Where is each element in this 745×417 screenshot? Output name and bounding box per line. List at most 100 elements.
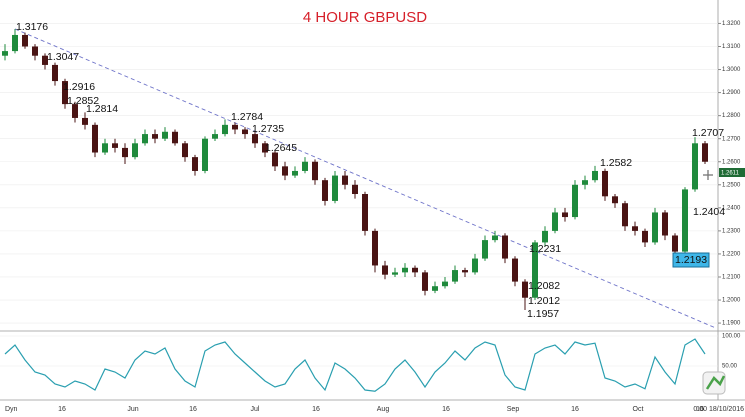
price-tag [719,168,745,177]
annotation: 1.2916 [63,81,95,93]
candle-body [592,170,598,181]
trendline [14,28,716,329]
candle-body [82,117,88,125]
candle-body [272,152,278,167]
y-tick-label: 1.2900 [722,90,741,96]
candle-body [492,235,498,241]
candle-body [392,272,398,275]
candle-body [32,46,38,56]
y-tick-label: 1.2800 [722,113,741,119]
x-tick-label: 16 [696,406,704,413]
candle-body [242,129,248,135]
annotation: 1.2012 [528,295,560,307]
candle-body [102,143,108,153]
candle-body [542,230,548,243]
candle-body [322,180,328,201]
candle-body [622,203,628,227]
candle-body [362,194,368,231]
candle-body [72,104,78,118]
candle-body [442,281,448,287]
candle-body [582,180,588,185]
chart-title: 4 HOUR GBPUSD [303,9,427,26]
annotation: 1.2082 [528,280,560,292]
x-tick-label: Sep [507,406,520,413]
candle-body [52,64,58,82]
x-tick-label: 16 [58,406,66,413]
candle-body [252,134,258,144]
y-tick-label: 1.2200 [722,252,741,258]
annotation: 1.3047 [47,51,79,63]
candle-body [532,242,538,298]
candle-body [702,143,708,162]
candle-body [112,143,118,148]
annotation: 1.2784 [231,111,263,123]
last-price: 1.2611 [721,171,740,177]
y-tick-label: 1.1900 [722,321,741,327]
candle-body [452,270,458,282]
candle-body [62,81,68,105]
candle-body [662,212,668,236]
x-tick-label: 16 [442,406,450,413]
candle-body [652,212,658,243]
date-label: 0.00 18/10/2016 [693,406,744,413]
candle-body [202,138,208,171]
y-tick-label: 1.2000 [722,298,741,304]
candle-body [282,166,288,176]
annotation: 1.2645 [265,142,297,154]
candle-body [522,281,528,298]
x-tick-label: Dyn [5,406,18,413]
x-tick-label: 16 [189,406,197,413]
candle-body [682,189,688,252]
candle-body [142,134,148,144]
crosshair-icon [703,170,713,180]
highlight-box [672,252,710,268]
candle-body [602,170,608,197]
candle-body [642,230,648,243]
candle-body [482,240,488,259]
y-tick-label: 1.3100 [722,44,741,50]
candle-body [332,175,338,201]
candle-body [562,212,568,218]
candle-body [462,270,468,273]
candle-body [432,286,438,291]
candle-body [552,212,558,231]
candle-body [262,143,268,153]
candle-body [22,34,28,47]
candle-body [352,184,358,195]
candle-body [92,124,98,153]
candle-body [162,131,168,139]
candle-body [222,124,228,135]
candle-body [502,235,508,259]
candle-body [382,265,388,275]
candle-body [42,55,48,65]
annotation: 1.2814 [86,103,118,115]
candle-body [692,143,698,190]
candle-body [152,134,158,139]
candle-body [12,34,18,52]
annotation: 1.2231 [529,243,561,255]
candle-body [132,143,138,158]
logo [702,371,726,395]
y-tick-label: 1.2100 [722,275,741,281]
annotation: 1.2735 [252,123,284,135]
y-tick-label: 1.3000 [722,67,741,73]
candle-body [612,196,618,204]
candle-body [402,267,408,273]
candle-body [572,184,578,218]
x-tick-label: 16 [312,406,320,413]
annotation: 1.2193 [675,254,707,266]
annotation: 1.2707 [692,127,724,139]
candle-body [232,124,238,130]
annotation: 1.2852 [67,95,99,107]
x-tick-label: Jul [251,406,260,413]
candle-body [292,170,298,176]
candle-body [412,267,418,273]
candle-body [342,175,348,185]
x-tick-label: Oct [633,406,644,413]
annotation: 1.2582 [600,157,632,169]
candle-body [472,258,478,273]
candle-body [192,157,198,171]
candle-body [372,230,378,266]
